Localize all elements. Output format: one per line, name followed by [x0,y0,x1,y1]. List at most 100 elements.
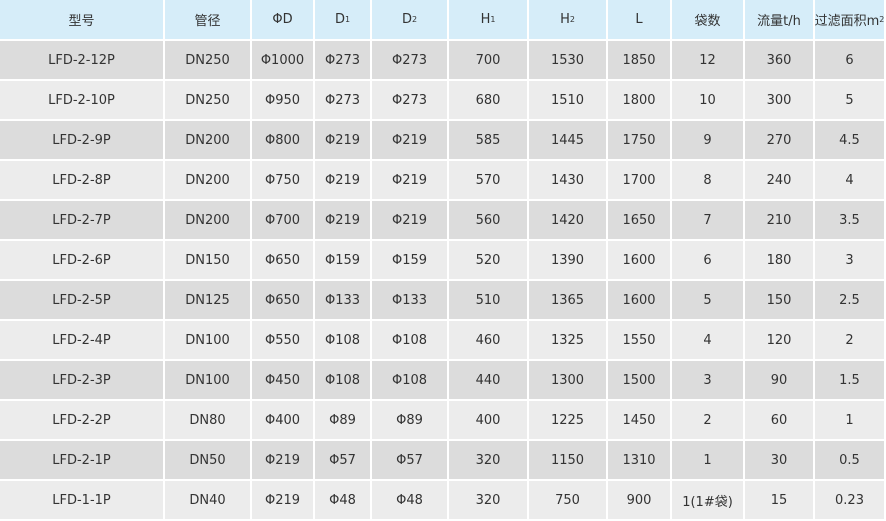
table-cell: DN80 [165,401,252,441]
header-cell: 型号 [0,0,165,41]
header-text: 袋数 [694,14,721,29]
table-cell: 440 [449,361,529,401]
table-cell: 7 [672,201,745,241]
table-cell: Φ133 [315,281,372,321]
table-cell: LFD-2-10P [0,81,165,121]
table-cell: Φ159 [372,241,449,281]
header-subscript: 1 [490,15,496,24]
table-cell: 1390 [529,241,608,281]
table-cell: LFD-2-7P [0,201,165,241]
table-cell: Φ219 [315,121,372,161]
header-text: H [480,12,491,27]
table-cell: 2 [815,321,886,361]
table-cell: Φ89 [372,401,449,441]
table-cell: Φ950 [252,81,315,121]
table-cell: Φ219 [372,161,449,201]
table-cell: Φ219 [252,481,315,521]
header-text: 型号 [68,14,95,29]
table-cell: Φ800 [252,121,315,161]
table-cell: 1150 [529,441,608,481]
table-cell: LFD-2-2P [0,401,165,441]
table-cell: Φ57 [372,441,449,481]
table-cell: 1225 [529,401,608,441]
header-text: D [401,12,412,27]
table-cell: 700 [449,41,529,81]
table-cell: 10 [672,81,745,121]
header-subscript: 1 [344,15,351,24]
table-cell: 570 [449,161,529,201]
table-cell: 4.5 [815,121,886,161]
header-cell: 管径 [165,0,252,41]
table-cell: 0.23 [815,481,886,521]
table-cell: LFD-2-4P [0,321,165,361]
table-cell: 150 [745,281,815,321]
table-cell: LFD-2-5P [0,281,165,321]
header-text: H [560,12,570,27]
table-cell: 15 [745,481,815,521]
table-cell: 5 [672,281,745,321]
table-cell: 60 [745,401,815,441]
table-cell: 585 [449,121,529,161]
table-cell: Φ57 [315,441,372,481]
table-cell: 680 [449,81,529,121]
table-cell: 1310 [608,441,672,481]
table-cell: 1365 [529,281,608,321]
table-cell: Φ108 [315,321,372,361]
table-cell: 1600 [608,241,672,281]
header-subscript: 2 [411,15,418,24]
table-cell: 1600 [608,281,672,321]
table-cell: DN200 [165,161,252,201]
table-cell: Φ650 [252,241,315,281]
table-cell: Φ108 [315,361,372,401]
table-cell: 8 [672,161,745,201]
table-cell: Φ273 [315,41,372,81]
table-cell: 1 [815,401,886,441]
table-cell: 1650 [608,201,672,241]
header-text: ΦD [272,12,293,27]
table-cell: Φ1000 [252,41,315,81]
header-superscript: 2 [879,15,885,24]
table-cell: DN50 [165,441,252,481]
table-cell: Φ400 [252,401,315,441]
header-text: 流量t/h [757,14,801,29]
table-cell: Φ219 [372,201,449,241]
header-text: 过滤面积m [814,14,880,29]
table-cell: Φ273 [315,81,372,121]
table-cell: LFD-2-9P [0,121,165,161]
table-cell: 1 [672,441,745,481]
table-cell: 5 [815,81,886,121]
table-cell: LFD-2-12P [0,41,165,81]
table-cell: 120 [745,321,815,361]
header-text: D [334,12,345,27]
table-cell: Φ108 [372,321,449,361]
table-cell: 4 [815,161,886,201]
header-cell: L [608,0,672,41]
table-cell: 1430 [529,161,608,201]
table-cell: 1450 [608,401,672,441]
table-cell: Φ750 [252,161,315,201]
table-cell: 900 [608,481,672,521]
table-cell: 9 [672,121,745,161]
table-cell: 400 [449,401,529,441]
table-cell: DN100 [165,321,252,361]
table-cell: Φ219 [315,201,372,241]
header-text: L [635,12,643,27]
table-cell: DN150 [165,241,252,281]
table-cell: 240 [745,161,815,201]
table-cell: 520 [449,241,529,281]
header-text: 管径 [194,14,221,29]
table-cell: 6 [672,241,745,281]
table-cell: DN250 [165,81,252,121]
table-cell: Φ700 [252,201,315,241]
table-cell: Φ219 [315,161,372,201]
table-cell: 1300 [529,361,608,401]
table-cell: Φ450 [252,361,315,401]
table-cell: 510 [449,281,529,321]
table-cell: 1(1#袋) [672,481,745,521]
table-cell: 1530 [529,41,608,81]
table-cell: LFD-1-1P [0,481,165,521]
table-cell: LFD-2-6P [0,241,165,281]
table-cell: LFD-2-3P [0,361,165,401]
